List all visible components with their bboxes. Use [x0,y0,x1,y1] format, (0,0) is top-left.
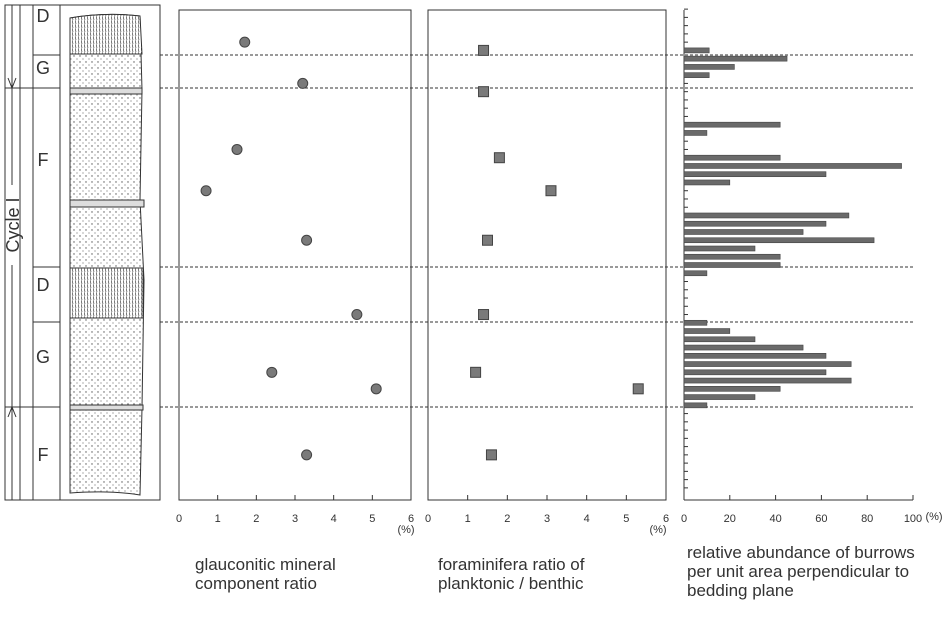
data-point [239,36,251,48]
x-tick-label: 0 [681,513,687,525]
x-tick-label: 3 [292,513,298,525]
data-point [545,185,557,197]
bar [683,328,731,334]
bar [683,361,852,367]
bar [683,171,827,178]
chart-title: glauconitic mineral component ratio [195,555,336,593]
bar [683,262,781,268]
data-point [478,86,490,98]
unit-label: G [36,347,50,367]
cycle-label: Cycle I [3,197,23,252]
chart-title: relative abundance of burrows per unit a… [687,543,915,600]
x-tick-label: 2 [504,513,510,525]
unit-label: D [37,6,50,26]
bar [683,270,708,277]
lithology-d [69,267,144,319]
data-point [470,366,482,378]
data-point [266,366,278,378]
bar [683,369,827,376]
bar [683,245,756,252]
data-point [478,309,490,321]
x-tick-label: 0 [176,513,182,525]
bar [683,237,875,244]
data-point [493,152,505,164]
bar [683,220,827,227]
x-tick-label: 5 [623,513,629,525]
bed [69,199,145,208]
x-axis-unit: (%) [925,511,942,523]
strat-column [4,4,161,501]
chart-title: foraminifera ratio of planktonic / benth… [438,555,585,593]
x-axis-unit: (%) [397,524,414,536]
horizon-lines [160,54,913,408]
bed [69,404,144,411]
lithology [69,13,145,496]
bar [683,402,708,409]
bar [683,336,756,343]
data-point [301,234,313,246]
bar [683,64,735,70]
unit-label: D [37,275,50,295]
bar [683,344,804,351]
bar [683,212,850,219]
x-tick-label: 4 [331,513,337,525]
data-point [231,143,243,155]
bar [683,47,710,54]
bar [683,377,852,384]
unit-label: F [38,150,49,170]
x-tick-label: 5 [369,513,375,525]
arrow-head [7,77,17,418]
x-tick-label: 1 [215,513,221,525]
bar [683,253,781,260]
data-point [482,234,493,246]
x-axis-unit: (%) [649,524,666,536]
column-frame [4,4,161,501]
bar [683,179,731,186]
data-point [297,77,309,89]
bed [69,87,143,95]
x-tick-label: 3 [544,513,550,525]
lithology-d [69,13,143,55]
x-tick-label: 4 [584,513,590,525]
x-tick-label: 40 [769,513,781,525]
plot-frame [427,9,667,501]
data-point [200,185,212,197]
bar [683,121,781,128]
x-tick-label: 100 [904,513,922,525]
x-tick-label: 0 [425,513,431,525]
data-point [485,449,497,461]
bar [683,130,708,136]
data-point [632,383,644,395]
unit-label: G [36,58,50,78]
bar [683,55,788,62]
x-tick-label: 6 [408,513,414,525]
bar [683,163,902,169]
x-tick-label: 80 [861,513,873,525]
x-tick-label: 2 [253,513,259,525]
data-point [301,449,313,461]
bar [683,72,710,78]
x-tick-label: 60 [815,513,827,525]
data-point [351,309,363,321]
data-point [478,44,490,56]
plot-frame [178,9,412,501]
bar [683,353,827,359]
x-tick-label: 1 [465,513,471,525]
data-point [370,383,382,395]
bar [683,394,756,400]
bar [683,386,781,392]
unit-label: F [38,445,49,465]
x-tick-label: 6 [663,513,669,525]
bar [683,319,708,326]
x-tick-label: 20 [724,513,736,525]
bar [683,154,781,161]
bar [683,229,804,235]
